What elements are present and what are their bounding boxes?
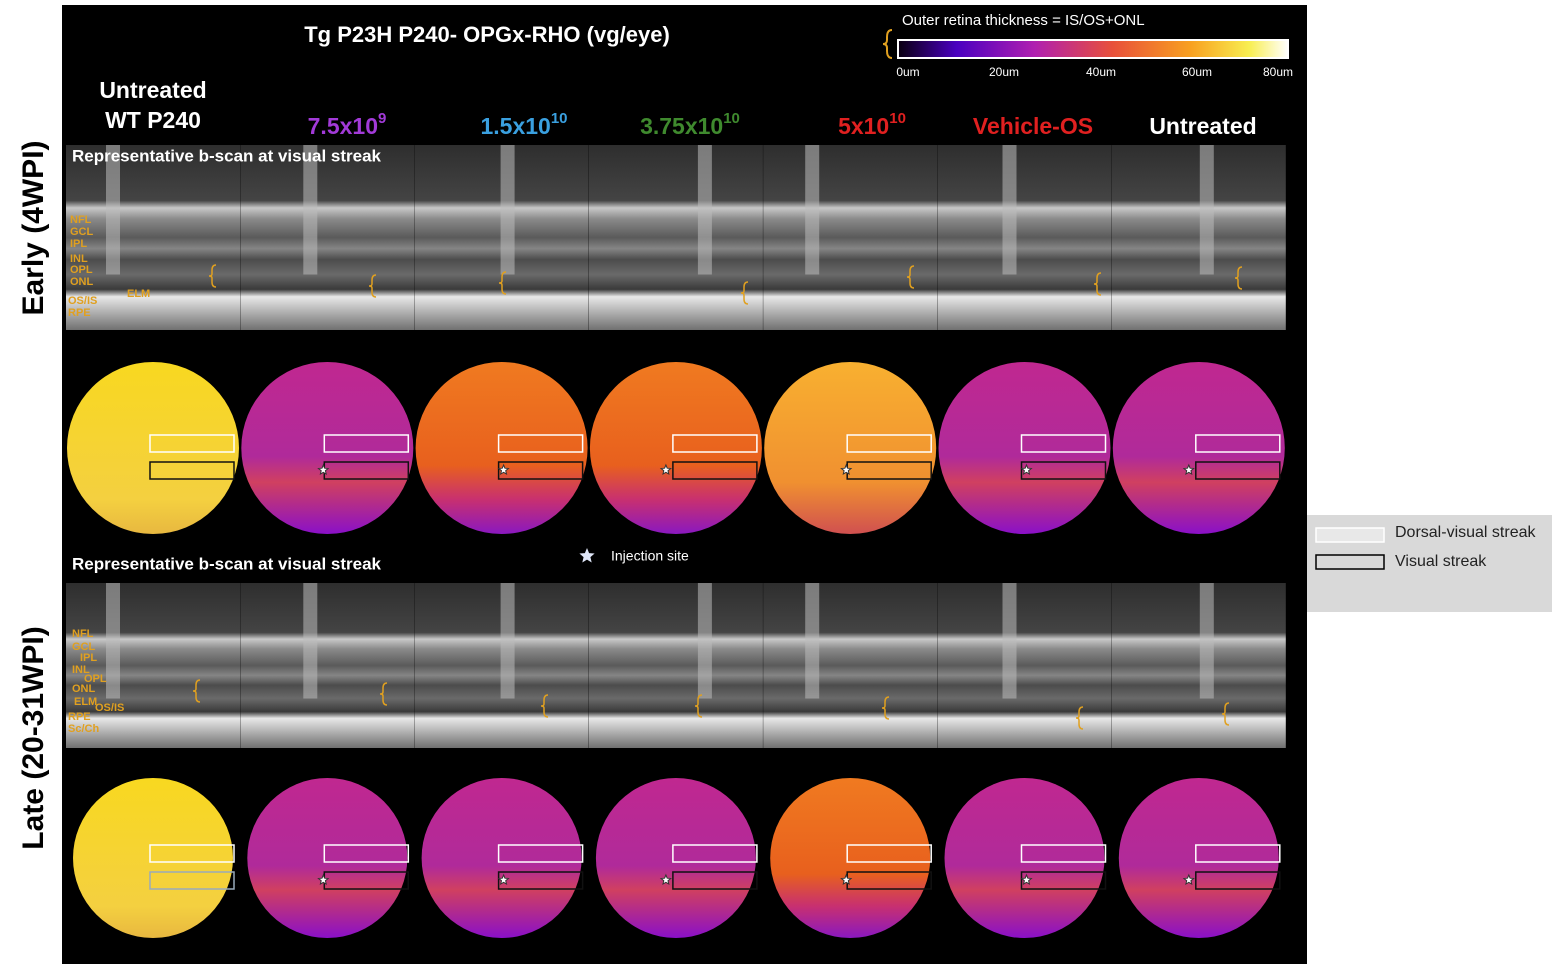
fundus-map xyxy=(596,778,756,938)
vessel-shadow xyxy=(501,145,515,275)
injection-site-label: Injection site xyxy=(611,548,689,564)
column-label: WT P240 xyxy=(105,107,201,133)
layer-label: ELM xyxy=(74,696,97,708)
column-label-exponent: 10 xyxy=(889,110,906,127)
vessel-shadow xyxy=(501,583,515,699)
layer-label: ONL xyxy=(72,683,96,695)
vessel-shadow xyxy=(303,583,317,699)
bscan-image xyxy=(589,583,763,748)
layer-label: ELM xyxy=(127,288,150,300)
vessel-shadow xyxy=(805,145,819,275)
bscan-image xyxy=(589,145,763,330)
legend-label: Dorsal-visual streak xyxy=(1395,524,1536,541)
bscan-image xyxy=(1112,583,1286,748)
colorbar-tick-label: 20um xyxy=(989,65,1019,79)
colorbar-tick-label: 40um xyxy=(1086,65,1116,79)
figure-title: Tg P23H P240- OPGx-RHO (vg/eye) xyxy=(304,22,670,47)
fundus-map xyxy=(939,362,1111,534)
row-label: Early (4WPI) xyxy=(17,140,50,315)
vessel-shadow xyxy=(106,583,120,699)
column-label-exponent: 10 xyxy=(723,110,740,127)
layer-label: OPL xyxy=(70,264,93,276)
column-label-base: Vehicle-OS xyxy=(973,113,1093,139)
column-label-base: Untreated xyxy=(1149,113,1256,139)
layer-label: OS/IS xyxy=(68,295,97,307)
layer-label: IPL xyxy=(80,652,97,664)
fundus-map xyxy=(1113,362,1285,534)
fundus-map xyxy=(73,778,233,938)
colorbar-label: Outer retina thickness = IS/OS+ONL xyxy=(902,12,1145,29)
vessel-shadow xyxy=(805,583,819,699)
layer-label: RPE xyxy=(68,307,91,319)
layer-label: ONL xyxy=(70,276,94,288)
colorbar-tick-label: 60um xyxy=(1182,65,1212,79)
bscan-image xyxy=(763,583,937,748)
colorbar-tick-label: 80um xyxy=(1263,65,1293,79)
layer-label: OS/IS xyxy=(95,702,124,714)
colorbar xyxy=(898,40,1288,58)
vessel-shadow xyxy=(1200,583,1214,699)
bscan-image xyxy=(938,583,1112,748)
bscan-image xyxy=(938,145,1112,330)
fundus-map xyxy=(770,778,930,938)
legend-swatch xyxy=(1316,555,1384,569)
column-label-base: 5x10 xyxy=(838,113,889,139)
column-label: Untreated xyxy=(1149,113,1256,139)
page: { "title": "Tg P23H P240- OPGx-RHO (vg/e… xyxy=(0,0,1552,964)
fundus-map xyxy=(1119,778,1279,938)
fundus-map xyxy=(422,778,582,938)
fundus-map xyxy=(590,362,762,534)
bscan-caption: Representative b-scan at visual streak xyxy=(72,554,382,573)
fundus-map xyxy=(247,778,407,938)
legend-swatch xyxy=(1316,528,1384,542)
vessel-shadow xyxy=(698,583,712,699)
figure: Tg P23H P240- OPGx-RHO (vg/eye) Outer re… xyxy=(0,0,1552,964)
layer-label: RPE xyxy=(68,711,91,723)
column-label: Vehicle-OS xyxy=(973,113,1093,139)
column-label-exponent: 9 xyxy=(378,110,386,127)
legend-label: Visual streak xyxy=(1395,553,1487,570)
fundus-map xyxy=(241,362,413,534)
column-label-base: 7.5x10 xyxy=(308,113,378,139)
column-label-base: 3.75x10 xyxy=(640,113,723,139)
colorbar-tick-label: 0um xyxy=(896,65,919,79)
row-label: Late (20-31WPI) xyxy=(17,626,50,849)
layer-label: GCL xyxy=(70,226,94,238)
layer-label: NFL xyxy=(70,214,92,226)
layer-label: IPL xyxy=(70,238,87,250)
vessel-shadow xyxy=(698,145,712,275)
fundus-map xyxy=(67,362,239,534)
bscan-image xyxy=(240,583,414,748)
bscan-image xyxy=(763,145,937,330)
column-label-exponent: 10 xyxy=(551,110,568,127)
layer-label: NFL xyxy=(72,628,94,640)
column-label: Untreated xyxy=(99,77,206,103)
vessel-shadow xyxy=(1003,583,1017,699)
fundus-map xyxy=(416,362,588,534)
column-label: 7.5x109 xyxy=(308,110,387,139)
bscan-image xyxy=(1112,145,1286,330)
bscan-image xyxy=(240,145,414,330)
vessel-shadow xyxy=(1003,145,1017,275)
bscan-caption: Representative b-scan at visual streak xyxy=(72,146,382,165)
fundus-map xyxy=(764,362,936,534)
layer-label: Sc/Ch xyxy=(68,723,99,735)
column-label-base: 1.5x10 xyxy=(480,113,550,139)
fundus-map xyxy=(945,778,1105,938)
vessel-shadow xyxy=(1200,145,1214,275)
